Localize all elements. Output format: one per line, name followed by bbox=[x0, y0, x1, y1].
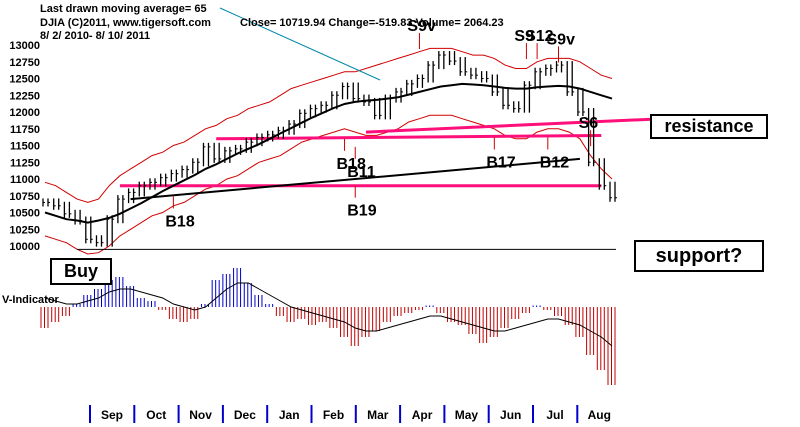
signal-label: B12 bbox=[540, 154, 569, 171]
x-tick-label: Jun bbox=[500, 408, 521, 422]
upper-band-line bbox=[44, 47, 613, 203]
indicator-title: V-Indicator bbox=[2, 294, 60, 306]
x-tick-label: Apr bbox=[412, 408, 433, 422]
signal-label: B11 bbox=[347, 164, 376, 181]
signal-label: S12 bbox=[525, 28, 554, 45]
x-tick-label: Sep bbox=[101, 408, 123, 422]
y-tick-label: 12000 bbox=[9, 107, 40, 119]
resistance-label: resistance bbox=[650, 114, 768, 139]
x-tick-label: Oct bbox=[146, 408, 166, 422]
signal-label: B17 bbox=[486, 154, 515, 171]
moving-average-line bbox=[44, 82, 613, 224]
signal-label: B18 bbox=[165, 213, 194, 230]
y-axis: 10000 10250 10500 10750 11000 11250 11500 11750… bbox=[9, 40, 40, 253]
buy-label: Buy bbox=[50, 258, 112, 285]
signal-label: S6 bbox=[579, 115, 599, 132]
signal-label: S9v bbox=[407, 18, 436, 35]
price-bars bbox=[42, 51, 617, 247]
y-tick-label: 11500 bbox=[10, 141, 40, 153]
x-tick-label: Mar bbox=[367, 408, 389, 422]
indicator-signal-line bbox=[44, 282, 613, 347]
v-indicator-panel: V-Indicator bbox=[2, 268, 616, 385]
trend-line-resistance bbox=[216, 133, 602, 141]
lower-band-line bbox=[44, 114, 613, 255]
x-axis: Sep Oct Nov Dec Jan Feb Mar Apr May Jun Jul Aug bbox=[40, 403, 640, 423]
header-line2-left: DJIA (C)2011, www.tigersoft.com bbox=[40, 17, 211, 29]
x-tick-label: May bbox=[455, 408, 479, 422]
y-tick-label: 10000 bbox=[9, 241, 40, 253]
x-tick-label: Jul bbox=[546, 408, 563, 422]
trend-lines bbox=[77, 7, 663, 250]
y-tick-label: 10750 bbox=[9, 191, 40, 203]
x-tick-label: Aug bbox=[588, 408, 611, 422]
y-tick-label: 12250 bbox=[9, 90, 40, 102]
moving-average bbox=[44, 82, 613, 224]
y-tick-label: 12750 bbox=[9, 57, 40, 69]
x-tick-label: Nov bbox=[189, 408, 212, 422]
signal-label: S9 bbox=[514, 28, 534, 45]
trend-line-resistance-upper bbox=[365, 117, 663, 134]
trend-line-B18 bbox=[130, 157, 580, 201]
x-tick-label: Feb bbox=[323, 408, 344, 422]
header-line2-close: Close= 10719.94 Change=-519.83 Volume= 2… bbox=[240, 17, 504, 29]
support-label: support? bbox=[634, 240, 764, 272]
y-tick-label: 13000 bbox=[9, 40, 40, 52]
signal-label: B18 bbox=[337, 156, 366, 173]
y-tick-label: 10500 bbox=[9, 208, 40, 220]
y-tick-label: 12500 bbox=[9, 74, 40, 86]
header-line1: Last drawn moving average= 65 bbox=[40, 3, 207, 15]
y-tick-label: 11250 bbox=[10, 157, 40, 169]
pointer-line bbox=[219, 7, 381, 81]
signal-label: B19 bbox=[347, 203, 376, 220]
price-bands bbox=[44, 47, 613, 255]
x-tick-label: Jan bbox=[279, 408, 300, 422]
x-tick-label: Dec bbox=[234, 408, 256, 422]
y-tick-label: 11750 bbox=[10, 124, 40, 136]
y-tick-label: 11000 bbox=[10, 174, 40, 186]
signal-label: S9v bbox=[547, 31, 576, 48]
y-tick-label: 10250 bbox=[9, 224, 40, 236]
header-line3: 8/ 2/ 2010- 8/ 10/ 2011 bbox=[40, 30, 151, 42]
